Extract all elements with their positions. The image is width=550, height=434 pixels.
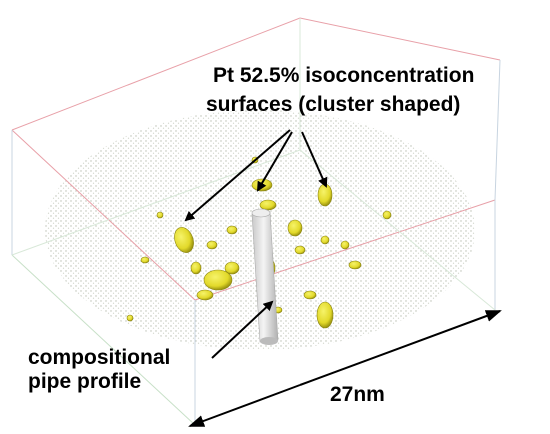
figure: Pt 52.5% isoconcentration surfaces (clus… xyxy=(0,0,550,434)
surfaces-label-line1: Pt 52.5% isoconcentration xyxy=(213,64,474,87)
surfaces-label-line2: surfaces (cluster shaped) xyxy=(206,93,460,116)
pipe-label-line1: compositional xyxy=(28,346,170,369)
pipe-label-line2: pipe profile xyxy=(28,370,141,393)
scale-label: 27nm xyxy=(330,383,385,406)
